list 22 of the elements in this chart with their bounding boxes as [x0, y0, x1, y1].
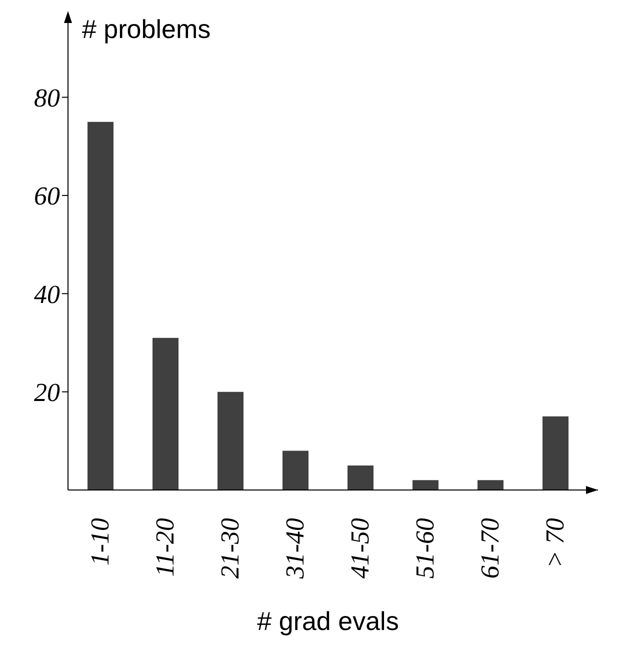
bar: [152, 338, 178, 490]
y-tick-label: 40: [34, 280, 60, 309]
x-tick-label: 1-10: [86, 518, 114, 566]
y-tick-label: 60: [34, 182, 60, 211]
bar: [542, 416, 568, 490]
x-tick-label: 31-40: [280, 518, 310, 580]
bar: [282, 450, 308, 490]
bar: [218, 392, 244, 490]
bar: [348, 465, 374, 490]
bar: [412, 480, 438, 490]
x-axis-title: # grad evals: [257, 606, 399, 636]
x-tick-label: 11-20: [150, 518, 180, 577]
y-axis-title: # problems: [82, 14, 211, 44]
x-tick-label: 51-60: [410, 518, 440, 579]
y-tick-label: 20: [34, 378, 60, 408]
x-tick-label: 41-50: [346, 518, 374, 579]
y-tick-label: 80: [34, 84, 60, 113]
x-tick-label: 21-30: [216, 518, 244, 579]
bar: [478, 480, 504, 490]
x-tick-label: > 70: [540, 518, 570, 568]
bar: [88, 122, 114, 490]
x-tick-label: 61-70: [476, 518, 504, 579]
